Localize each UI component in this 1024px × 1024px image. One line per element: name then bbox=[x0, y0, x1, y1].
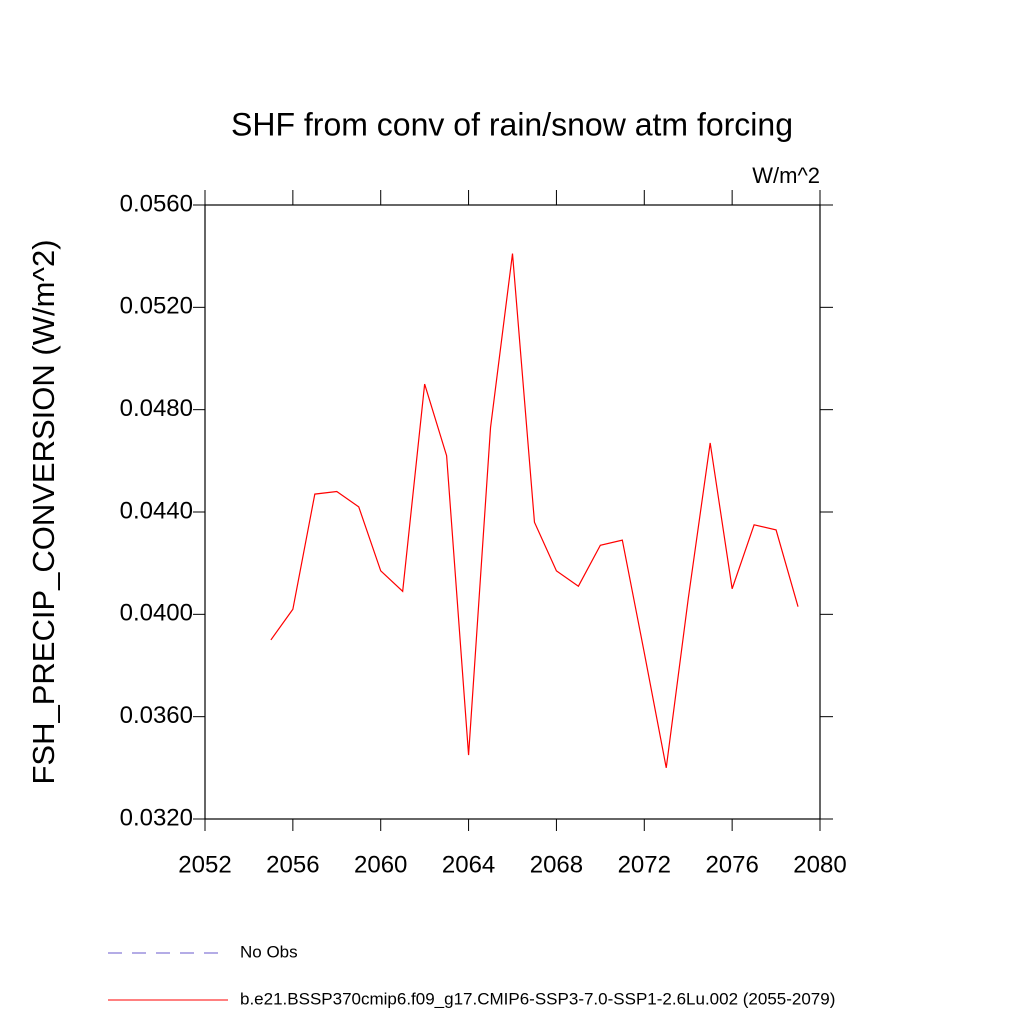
y-tick-label: 0.0320 bbox=[120, 804, 193, 831]
legend-label: No Obs bbox=[240, 942, 298, 961]
y-axis-label: FSH_PRECIP_CONVERSION (W/m^2) bbox=[26, 239, 61, 784]
y-tick-label: 0.0480 bbox=[120, 395, 193, 422]
x-tick-label: 2052 bbox=[178, 851, 231, 878]
y-tick-label: 0.0440 bbox=[120, 497, 193, 524]
x-tick-label: 2056 bbox=[266, 851, 319, 878]
x-tick-label: 2076 bbox=[705, 851, 758, 878]
units-note: W/m^2 bbox=[752, 163, 820, 188]
y-tick-label: 0.0360 bbox=[120, 702, 193, 729]
x-tick-label: 2068 bbox=[530, 851, 583, 878]
x-tick-label: 2060 bbox=[354, 851, 407, 878]
x-tick-label: 2080 bbox=[793, 851, 846, 878]
data-line bbox=[270, 253, 799, 768]
plot-frame bbox=[204, 204, 821, 820]
y-tick-label: 0.0520 bbox=[120, 293, 193, 320]
legend-label: b.e21.BSSP370cmip6.f09_g17.CMIP6-SSP3-7.… bbox=[240, 989, 835, 1008]
y-tick-label: 0.0400 bbox=[120, 600, 193, 627]
x-tick-label: 2064 bbox=[442, 851, 495, 878]
y-tick-label: 0.0560 bbox=[120, 190, 193, 217]
x-tick-label: 2072 bbox=[618, 851, 671, 878]
chart-title: SHF from conv of rain/snow atm forcing bbox=[231, 106, 793, 142]
